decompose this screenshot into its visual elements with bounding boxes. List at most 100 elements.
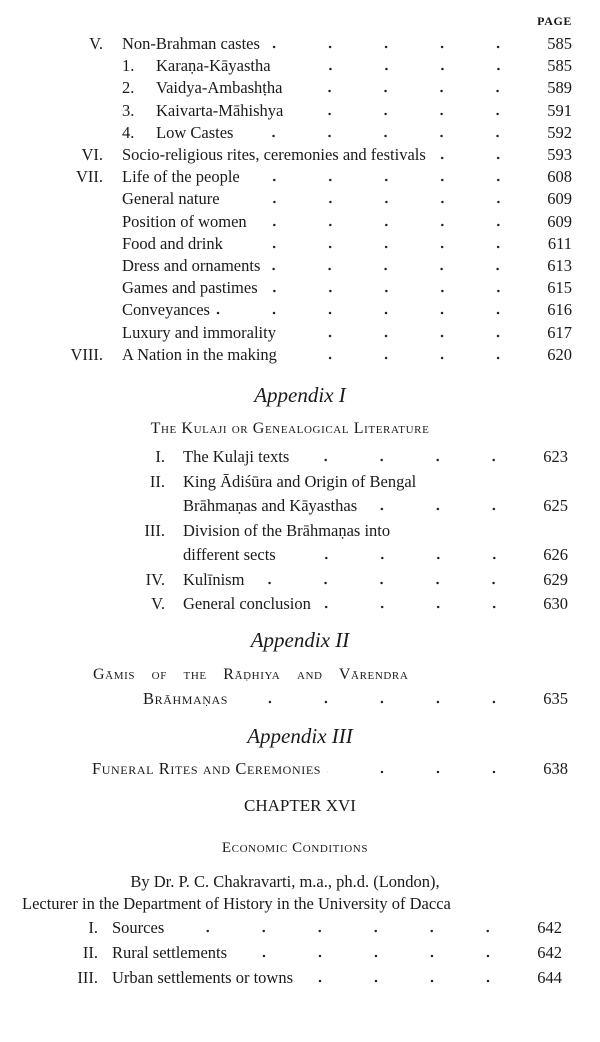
page-number: 585	[547, 56, 572, 76]
entry-title-group: Games and pastimes	[122, 278, 258, 298]
entry-title: Urban settlements or towns	[112, 967, 294, 987]
dot-leader	[289, 110, 530, 117]
entry-title-group: Luxury and immorality	[122, 323, 276, 343]
toc-entry[interactable]: Dress and ornaments 613	[60, 255, 572, 277]
entry-title: General nature	[122, 189, 220, 209]
entry-title-group: 1. Karaṇa-Kāyastha	[122, 56, 271, 76]
entry-number: III.	[77, 967, 98, 987]
appendix-3-heading: Appendix III	[247, 724, 353, 748]
entry-number: VI.	[81, 145, 103, 165]
dot-leader	[295, 457, 526, 464]
dot-leader	[245, 177, 530, 184]
entry-title: Funeral Rites and Ceremonies	[92, 759, 322, 778]
toc-entry[interactable]: different sects 626	[120, 543, 568, 568]
toc-entry[interactable]: Luxury and immorality 617	[60, 321, 572, 343]
entry-title: different sects	[183, 545, 276, 565]
page-number: 609	[547, 211, 572, 231]
toc-entry[interactable]: 1. Karaṇa-Kāyastha 585	[60, 55, 572, 77]
toc-entry[interactable]: I. The Kulaji texts 623	[120, 445, 568, 470]
entry-title: Division of the Brāhmaṇas into	[183, 520, 391, 540]
dot-leader	[170, 927, 520, 934]
dot-leader	[215, 310, 530, 317]
entry-title-group: Life of the people	[122, 167, 240, 187]
toc-entry[interactable]: Position of women 609	[60, 211, 572, 233]
entry-title-group: Urban settlements or towns	[112, 968, 293, 988]
entry-number: II.	[82, 942, 98, 962]
entry-title: Rural settlements	[112, 942, 228, 962]
toc-entry[interactable]: Funeral Rites and Ceremonies 638	[92, 758, 568, 780]
toc-entry[interactable]: Conveyances 616	[60, 299, 572, 321]
entry-title: Dress and ornaments	[122, 255, 261, 275]
page-number: 638	[543, 759, 568, 778]
entry-title: Socio-religious rites, ceremonies and fe…	[122, 145, 426, 165]
toc-entry[interactable]: 3. Kaivarta-Māhishya 591	[60, 100, 572, 122]
page-number: 589	[547, 78, 572, 98]
toc-entry[interactable]: Brāhmaṇas 635	[143, 688, 568, 710]
dot-leader	[266, 265, 530, 272]
toc-entry[interactable]: I. Sources 642	[40, 915, 562, 940]
entry-title: Games and pastimes	[122, 278, 258, 298]
entry-number: V.	[89, 34, 103, 54]
toc-entry[interactable]: Games and pastimes 615	[60, 277, 572, 299]
toc-entry[interactable]: V. Non-Brahman castes 585	[60, 33, 572, 55]
dot-leader	[225, 199, 530, 206]
entry-subnumber: 2.	[122, 78, 135, 98]
chapter-author-affiliation: Lecturer in the Department of History in…	[22, 894, 451, 913]
toc-entry[interactable]: IV. Kulīnism 629	[120, 568, 568, 593]
dot-leader	[282, 354, 530, 361]
toc-entry[interactable]: Brāhmaṇas and Kāyasthas 625	[120, 494, 568, 519]
entry-title-group: 3. Kaivarta-Māhishya	[122, 101, 283, 121]
dot-leader	[281, 332, 530, 339]
dot-leader	[233, 952, 520, 959]
entry-title-group: Kulīnism	[183, 570, 244, 590]
toc-entry[interactable]: 4. Low Castes 592	[60, 122, 572, 144]
dot-leader	[239, 132, 530, 139]
page-number: 609	[547, 189, 572, 209]
page-column-label: PAGE	[537, 14, 572, 28]
dot-leader	[228, 243, 530, 250]
entry-title: Vaidya-Ambashṭha	[156, 78, 283, 98]
toc-entry[interactable]: 2. Vaidya-Ambashṭha 589	[60, 77, 572, 99]
toc-entry[interactable]: Food and drink 611	[60, 233, 572, 255]
entry-number: V.	[151, 594, 165, 614]
toc-entry[interactable]: II. Rural settlements 642	[40, 940, 562, 965]
toc-entry[interactable]: General nature 609	[60, 188, 572, 210]
appendix-1-title: The Kulaji or Genealogical Literature	[150, 420, 430, 437]
entry-title-group: Dress and ornaments	[122, 256, 260, 276]
toc-entry[interactable]: VIII. A Nation in the making 620	[60, 344, 572, 366]
page-number: 630	[543, 594, 568, 614]
entry-title: Position of women	[122, 211, 247, 231]
entry-title-group: 2. Vaidya-Ambashṭha	[122, 78, 282, 98]
page-number: 623	[543, 447, 568, 467]
entry-title-group: The Kulaji texts	[183, 447, 289, 467]
entry-title: Life of the people	[122, 167, 240, 187]
entry-subnumber: 4.	[122, 122, 135, 142]
entry-number: I.	[155, 447, 165, 467]
toc-entry: II. King Ādiśūra and Origin of Bengal	[120, 470, 568, 495]
dot-leader	[276, 66, 530, 73]
appendix-2-title-line1: Gāmis of the Rāḍhiya and Vārendra	[93, 666, 409, 683]
entry-title: Karaṇa-Kāyastha	[156, 56, 271, 76]
entry-title-group: Non-Brahman castes	[122, 34, 260, 54]
dot-leader	[265, 44, 530, 51]
toc-entry: III. Division of the Brāhmaṇas into	[120, 519, 568, 544]
entry-title-group: Food and drink	[122, 234, 223, 254]
page-number: 642	[537, 942, 562, 962]
dot-leader	[281, 555, 526, 562]
entry-title-group: Socio-religious rites, ceremonies and fe…	[122, 145, 426, 165]
entry-number: II.	[149, 471, 165, 491]
entry-title: A Nation in the making	[122, 344, 277, 364]
toc-entry[interactable]: VI. Socio-religious rites, ceremonies and…	[60, 144, 572, 166]
entry-title-group: Position of women	[122, 212, 247, 232]
toc-entry[interactable]: V. General conclusion 630	[120, 592, 568, 617]
page-number: 611	[547, 233, 572, 253]
dot-leader	[327, 769, 526, 775]
entry-subnumber: 1.	[122, 56, 135, 76]
page-number: 613	[547, 255, 572, 275]
entry-title-group: different sects	[183, 545, 276, 565]
entry-title: Luxury and immorality	[122, 322, 276, 342]
entry-title: Kaivarta-Māhishya	[156, 100, 284, 120]
toc-entry[interactable]: III. Urban settlements or towns 644	[40, 965, 562, 990]
toc-entry[interactable]: VII. Life of the people 608	[60, 166, 572, 188]
entry-number: III.	[144, 520, 165, 540]
